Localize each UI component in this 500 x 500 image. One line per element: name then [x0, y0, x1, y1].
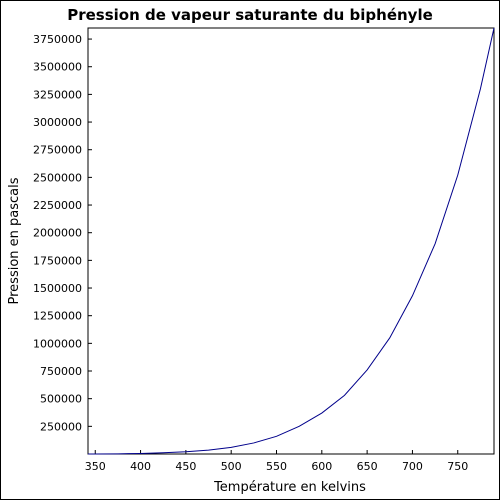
y-tick-label: 3000000: [33, 116, 82, 129]
x-tick-label: 650: [357, 460, 378, 473]
y-tick-label: 2750000: [33, 144, 82, 157]
x-tick-label: 500: [221, 460, 242, 473]
x-tick-label: 450: [175, 460, 196, 473]
y-tick-label: 1000000: [33, 337, 82, 350]
x-axis-label: Température en kelvins: [213, 480, 366, 495]
y-tick-label: 1250000: [33, 310, 82, 323]
y-tick-label: 1500000: [33, 282, 82, 295]
x-tick-label: 400: [130, 460, 151, 473]
y-tick-label: 500000: [40, 393, 82, 406]
y-axis-ticks: 250000 500000 750000 1000000 1250000 1500000 1…: [33, 33, 92, 433]
y-axis-label: Pression en pascals: [7, 177, 22, 304]
y-tick-label: 3750000: [33, 33, 82, 46]
plot-area: [87, 27, 495, 455]
y-tick-label: 2500000: [33, 171, 82, 184]
x-tick-label: 350: [85, 460, 106, 473]
x-tick-label: 550: [266, 460, 287, 473]
y-tick-label: 2000000: [33, 227, 82, 240]
x-axis-ticks: 350 400 450 500 550 600 650 700 750: [85, 450, 468, 473]
x-tick-label: 750: [447, 460, 468, 473]
chart-title: Pression de vapeur saturante du biphényl…: [67, 6, 433, 24]
y-tick-label: 3250000: [33, 88, 82, 101]
y-tick-label: 1750000: [33, 254, 82, 267]
x-tick-label: 700: [402, 460, 423, 473]
series-line-vapor-pressure: [87, 27, 495, 455]
y-tick-label: 250000: [40, 420, 82, 433]
x-tick-label: 600: [311, 460, 332, 473]
y-tick-label: 750000: [40, 365, 82, 378]
y-tick-label: 2250000: [33, 199, 82, 212]
y-tick-label: 3500000: [33, 61, 82, 74]
